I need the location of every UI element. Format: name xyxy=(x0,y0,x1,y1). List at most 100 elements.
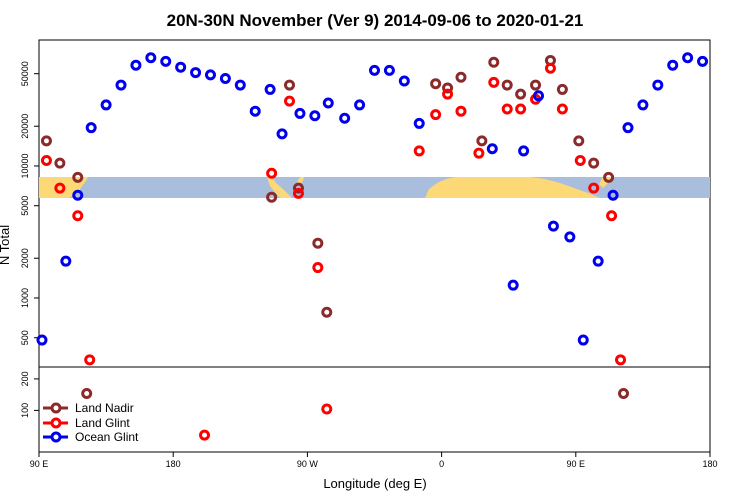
y-axis-label: N Total xyxy=(0,225,12,265)
data-point xyxy=(312,237,324,249)
data-point xyxy=(81,388,93,400)
data-point xyxy=(266,167,278,179)
x-ticks: 90 E 180 90 W 0 90 E 180 xyxy=(30,452,718,469)
data-point xyxy=(115,79,127,91)
map-strip xyxy=(39,177,710,198)
data-point xyxy=(564,231,576,243)
data-point xyxy=(413,117,425,129)
data-point xyxy=(488,76,500,88)
data-point xyxy=(190,67,202,79)
data-point xyxy=(507,279,519,291)
data-point xyxy=(556,103,568,115)
data-point xyxy=(455,105,467,117)
data-point xyxy=(85,122,97,134)
legend: Land Nadir Land Glint Ocean Glint xyxy=(43,401,139,444)
y-tick-label: 50000 xyxy=(20,61,30,86)
data-point xyxy=(606,210,618,222)
data-point xyxy=(556,83,568,95)
legend-label: Land Nadir xyxy=(75,401,134,415)
data-point xyxy=(321,306,333,318)
data-point xyxy=(36,334,48,346)
y-tick-label: 20000 xyxy=(20,114,30,139)
y-tick-label: 100 xyxy=(20,403,30,418)
land-shape xyxy=(297,177,304,184)
data-point xyxy=(603,171,615,183)
data-point xyxy=(369,64,380,76)
upper-plot-frame xyxy=(38,39,711,368)
data-point xyxy=(199,429,211,441)
data-point xyxy=(530,79,542,91)
data-point xyxy=(249,105,261,117)
data-point xyxy=(588,182,600,194)
data-point xyxy=(309,110,321,122)
legend-marker xyxy=(50,402,62,414)
legend-label: Ocean Glint xyxy=(75,430,139,444)
x-tick-label: 90 W xyxy=(297,459,319,469)
y-tick-label: 200 xyxy=(20,371,30,386)
data-point xyxy=(442,88,454,100)
data-point xyxy=(72,189,84,201)
x-axis-label: Longitude (deg E) xyxy=(323,476,426,491)
series-layer xyxy=(36,52,709,441)
data-point xyxy=(145,52,157,64)
data-point xyxy=(234,79,246,91)
series-land-nadir xyxy=(40,54,630,400)
data-point xyxy=(266,191,278,203)
data-point xyxy=(622,122,634,134)
y-tick-label: 2000 xyxy=(20,248,30,268)
data-point xyxy=(486,143,498,155)
x-tick-label: 180 xyxy=(166,459,181,469)
y-ticks-lower: 100 200 xyxy=(20,371,39,418)
legend-item-land-glint: Land Glint xyxy=(43,416,130,430)
data-point xyxy=(40,155,52,167)
data-point xyxy=(84,354,96,366)
data-point xyxy=(515,88,527,100)
legend-item-ocean-glint: Ocean Glint xyxy=(43,430,139,444)
data-point xyxy=(204,69,216,81)
data-point xyxy=(697,55,709,67)
data-point xyxy=(574,155,586,167)
data-point xyxy=(40,135,52,147)
data-point xyxy=(130,59,142,71)
x-tick-label: 180 xyxy=(702,459,717,469)
data-point xyxy=(473,147,485,159)
data-point xyxy=(533,90,545,102)
data-point xyxy=(547,220,559,232)
data-point xyxy=(398,75,410,87)
data-point xyxy=(430,109,442,121)
data-point xyxy=(592,255,604,267)
data-point xyxy=(430,78,442,90)
data-point xyxy=(354,99,366,111)
legend-marker xyxy=(50,431,62,443)
data-point xyxy=(518,145,530,157)
data-point xyxy=(284,79,296,91)
data-point xyxy=(488,56,500,68)
y-ticks-upper: 500 1000 2000 5000 10000 20000 50000 xyxy=(20,61,39,345)
legend-marker xyxy=(50,417,62,429)
x-tick-label: 90 E xyxy=(30,459,49,469)
data-point xyxy=(577,334,589,346)
data-point xyxy=(294,107,306,119)
data-point xyxy=(54,182,66,194)
data-point xyxy=(682,52,694,64)
land-shape xyxy=(599,177,612,188)
data-point xyxy=(72,210,84,222)
data-point xyxy=(219,72,231,84)
chart-title: 20N-30N November (Ver 9) 2014-09-06 to 2… xyxy=(167,11,584,30)
data-point xyxy=(175,61,187,73)
data-point xyxy=(588,157,600,169)
data-point xyxy=(573,135,585,147)
data-point xyxy=(383,64,395,76)
x-tick-label: 90 E xyxy=(567,459,586,469)
data-point xyxy=(544,62,556,74)
data-point xyxy=(264,83,276,95)
data-point xyxy=(442,82,454,94)
series-ocean-glint xyxy=(36,52,709,346)
legend-item-land-nadir: Land Nadir xyxy=(43,401,134,415)
lower-plot-frame xyxy=(38,366,711,453)
data-point xyxy=(160,55,172,67)
data-point xyxy=(607,189,619,201)
legend-label: Land Glint xyxy=(75,416,130,430)
